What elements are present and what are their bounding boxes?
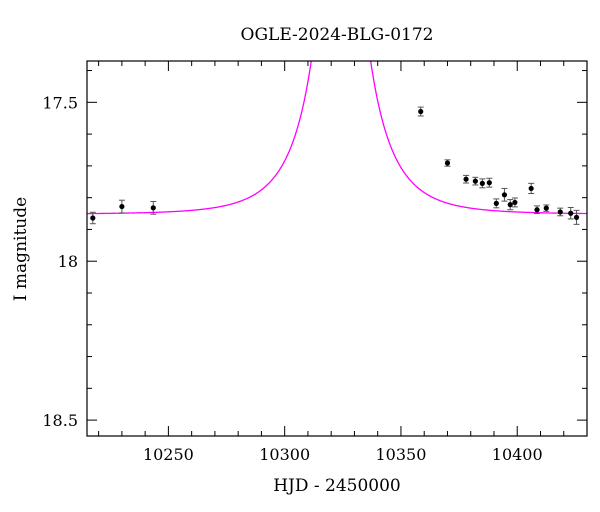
plot-frame: [86, 60, 588, 437]
x-tick-label: 10400: [492, 445, 543, 464]
x-tick-label: 10350: [376, 445, 427, 464]
model-curve: [87, 61, 587, 215]
data-point: [543, 205, 549, 211]
model-curve-group: [87, 61, 587, 215]
data-point: [528, 185, 534, 192]
data-point: [493, 200, 499, 206]
data-point: [512, 199, 518, 206]
y-tick-label: 18.5: [42, 411, 78, 430]
data-point: [534, 207, 540, 213]
y-tick-label: 18: [58, 252, 78, 271]
data-point: [573, 214, 580, 220]
data-point: [444, 160, 451, 166]
x-tick-label: 10250: [143, 445, 194, 464]
data-point: [119, 203, 125, 210]
data-point: [568, 210, 574, 216]
data-point: [486, 180, 492, 186]
x-axis-label: HJD - 2450000: [273, 476, 401, 496]
y-axis-label: I magnitude: [11, 197, 31, 301]
data-point: [557, 209, 563, 215]
data-point: [507, 202, 513, 208]
y-tick-label: 17.5: [42, 93, 78, 112]
tick-labels: 10250 10300 10350 10400 17.5 18 18.5: [42, 93, 542, 464]
data-point: [479, 180, 485, 186]
data-point: [472, 178, 478, 184]
data-point: [90, 215, 96, 221]
x-tick-label: 10300: [259, 445, 310, 464]
data-point: [463, 176, 469, 182]
data-point: [150, 205, 156, 211]
data-point: [418, 108, 424, 115]
data-point: [501, 192, 508, 198]
chart-title: OGLE-2024-BLG-0172: [241, 25, 434, 45]
data-points-group: [89, 106, 580, 225]
axis-ticks: [87, 61, 588, 436]
